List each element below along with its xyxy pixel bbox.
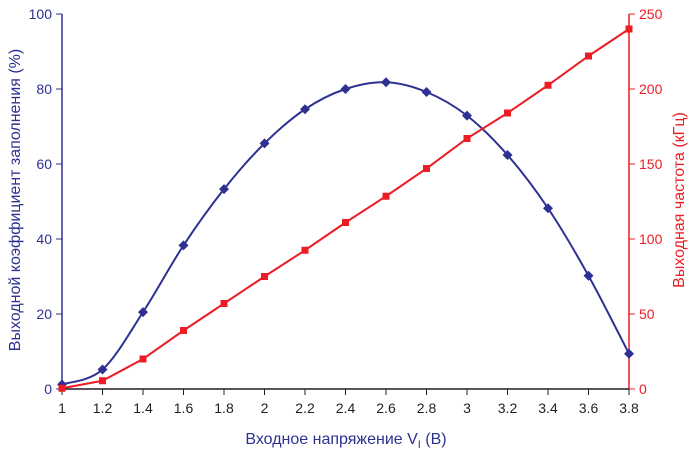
duty-cycle-point [462, 110, 472, 121]
x-tick-label: 3 [463, 400, 471, 416]
y-right-tick-label: 50 [639, 306, 655, 322]
y-left-tick-label: 40 [36, 231, 52, 247]
x-tick-label: 2.4 [336, 400, 356, 416]
frequency-point [544, 81, 552, 89]
x-tick-label: 3.8 [619, 400, 639, 416]
frequency-point [139, 355, 147, 363]
frequency-point [301, 246, 309, 254]
y-right-tick-label: 0 [639, 381, 647, 397]
x-tick-label: 1 [58, 400, 66, 416]
frequency-point [261, 273, 268, 280]
duty-cycle-point [421, 87, 432, 97]
x-tick-label: 1.4 [133, 400, 153, 416]
x-tick-label: 3.2 [498, 400, 518, 416]
frequency-point [504, 109, 511, 117]
x-tick-label: 2.2 [295, 400, 315, 416]
y-right-tick-label: 200 [639, 81, 663, 97]
duty-cycle-point [624, 348, 634, 359]
y-right-tick-label: 250 [639, 6, 663, 22]
duty-cycle-point [502, 150, 513, 160]
duty-cycle-point [583, 270, 594, 281]
duty-cycle-point [300, 104, 310, 115]
frequency-point [220, 300, 228, 307]
x-tick-label: 2.6 [376, 400, 396, 416]
x-axis-title-suffix: (В) [421, 431, 447, 448]
y-right-tick-label: 150 [639, 156, 663, 172]
duty-cycle-point [138, 307, 148, 318]
y-right-axis-title: Выходная частота (кГц) [671, 112, 688, 288]
x-tick-label: 3.6 [579, 400, 599, 416]
axes: 1 1.2 1.4 1.6 1.8 2 2.2 2.4 2.6 2.8 3 3.2 3.4 3.6 3.80… [29, 6, 663, 416]
frequency-point [382, 192, 390, 200]
y-right-tick-label: 100 [639, 231, 663, 247]
duty-cycle-point [543, 203, 553, 214]
duty-cycle-point [97, 364, 108, 375]
duty-cycle-line [61, 81, 630, 386]
x-tick-label: 2 [261, 400, 269, 416]
frequency-point [625, 25, 633, 33]
duty-cycle-point [219, 184, 229, 195]
y-left-tick-label: 0 [44, 381, 52, 397]
y-left-tick-label: 60 [36, 156, 52, 172]
x-axis-title: Входное напряжение VI (В) [245, 431, 446, 451]
x-tick-label: 1.2 [93, 400, 113, 416]
series-frequency [58, 25, 633, 392]
x-tick-label: 1.6 [174, 400, 194, 416]
frequency-point [99, 377, 106, 385]
frequency-point [423, 165, 430, 172]
y-left-tick-label: 100 [29, 6, 53, 22]
y-left-tick-label: 80 [36, 81, 52, 97]
frequency-point [463, 135, 471, 142]
x-tick-label: 3.4 [538, 400, 558, 416]
y-left-tick-label: 20 [36, 306, 52, 322]
frequency-point [342, 219, 349, 226]
x-tick-label: 1.8 [214, 400, 234, 416]
duty-cycle-point [178, 240, 189, 251]
duty-cycle-point [340, 84, 351, 94]
frequency-point [180, 327, 187, 334]
x-axis-title-main: Входное напряжение V [245, 431, 418, 448]
duty-cycle-point [259, 138, 270, 149]
duty-cycle-point [381, 77, 391, 88]
frequency-point [585, 52, 592, 60]
x-tick-label: 2.8 [417, 400, 437, 416]
series-duty-cycle [57, 77, 634, 390]
y-left-axis-title: Выходной коэффициент заполнения (%) [7, 49, 24, 351]
frequency-point [58, 384, 66, 392]
x-axis-title-subscript: I [418, 439, 421, 451]
series-layer [57, 25, 634, 392]
